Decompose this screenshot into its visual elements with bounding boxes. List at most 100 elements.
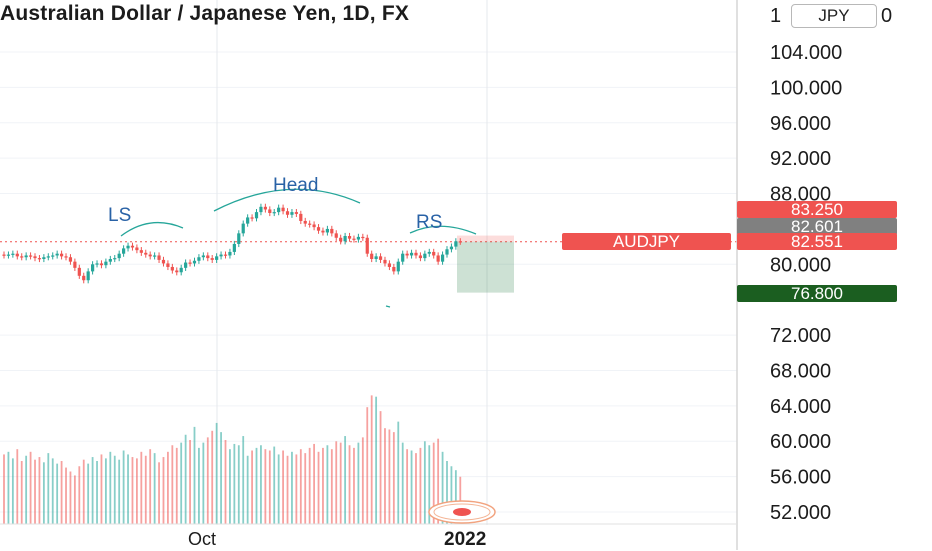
prev-close-price-tag: 82.601 (737, 218, 897, 235)
candle-body (82, 275, 86, 281)
candle-body (339, 237, 343, 242)
volume-bar (118, 459, 121, 524)
candle-body (33, 256, 37, 259)
volume-bar (397, 421, 400, 524)
volume-bar (122, 450, 125, 524)
volume-bar (370, 395, 373, 524)
volume-bar (224, 440, 227, 524)
volume-bar (339, 442, 342, 524)
price-axis: 104.000 100.000 96.000 92.000 88.000 80.000 72… (0, 0, 842, 550)
volume-bar (60, 461, 63, 524)
volume-bar (131, 457, 134, 524)
target-price-tag: 83.250 (737, 201, 897, 218)
volume-bar (193, 426, 196, 524)
candle-body (188, 262, 192, 264)
volume-bar (184, 434, 187, 524)
candle-body (312, 224, 316, 228)
candle-body (219, 254, 223, 257)
candle-body (153, 255, 157, 257)
candle-body (20, 256, 24, 258)
volume-bar (348, 445, 351, 524)
volume-bar (140, 451, 143, 524)
volume-bar (335, 441, 338, 524)
pattern-arcs: LS Head RS (108, 175, 477, 308)
candle-body (46, 256, 50, 258)
rs-arc (409, 225, 477, 235)
symbol-tag: AUDJPY (562, 233, 731, 250)
candle-body (210, 258, 214, 260)
chart-title: Australian Dollar / Japanese Yen, 1D, FX (0, 2, 410, 25)
volume-bar (317, 451, 320, 524)
volume-bar (153, 453, 156, 524)
candle-body (285, 211, 290, 215)
volume-bar (299, 449, 302, 524)
candle-body (365, 237, 369, 254)
candle-body (370, 253, 374, 259)
volume-bar (264, 449, 267, 524)
candle-body (352, 238, 356, 240)
candle-body (263, 206, 267, 210)
candle-body (374, 256, 378, 259)
candle-body (2, 254, 6, 256)
volume-bar (65, 467, 67, 524)
candle-body (299, 213, 303, 221)
y-tick-label: 68.000 (770, 360, 831, 382)
y-tick-label: 80.000 (770, 254, 831, 276)
volume-bar (229, 449, 231, 524)
candle-body (51, 255, 55, 257)
volume-bar (233, 443, 236, 524)
candle-body (272, 212, 276, 214)
candle-body (401, 253, 405, 262)
volume-bar (206, 437, 209, 524)
volume-bar (220, 432, 222, 524)
volume-bar (82, 459, 85, 524)
volume-bar (366, 407, 369, 524)
candle-body (409, 252, 414, 256)
head-arc (213, 188, 361, 212)
pattern-label-head: Head (273, 175, 318, 196)
tradingview-logo-icon (428, 500, 496, 524)
candle-body (37, 258, 42, 260)
volume-bar (437, 438, 440, 524)
candle-body (197, 257, 201, 261)
candle-body (104, 261, 108, 266)
candle-body (254, 212, 259, 219)
candle-body (423, 253, 427, 259)
volume-bar (237, 445, 240, 524)
volume-bar (415, 453, 417, 524)
volume-bar (441, 451, 444, 524)
candle-body (59, 253, 64, 257)
volume-bar (406, 449, 409, 524)
volume-bar (361, 437, 364, 524)
candle-body (281, 207, 285, 212)
candle-body (246, 217, 250, 224)
candle-body (166, 263, 170, 267)
candle-body (113, 258, 117, 260)
candle-body (241, 223, 245, 234)
candle-body (179, 267, 183, 273)
candle-body (308, 223, 312, 225)
volume-bar (198, 447, 200, 524)
volume-bar (344, 436, 347, 524)
target-zone (457, 235, 514, 242)
candle-body (325, 228, 329, 233)
candle-body (24, 255, 28, 258)
volume-bar (211, 430, 214, 524)
currency-button[interactable]: JPY (791, 4, 877, 28)
volume-bar (388, 429, 391, 524)
candle-body (86, 271, 90, 281)
volume-bar (51, 458, 54, 524)
candle-body (347, 236, 352, 239)
candle-body (135, 247, 139, 251)
logo-dot (453, 508, 471, 516)
candle-body (206, 255, 210, 259)
candle-body (73, 261, 77, 268)
volume-bar (47, 453, 50, 524)
volume-bar (175, 447, 178, 524)
volume-bar (144, 455, 147, 524)
candle-body (170, 266, 174, 271)
candle-body (215, 256, 219, 260)
candle-body (414, 252, 418, 256)
volume-bar (56, 463, 59, 524)
